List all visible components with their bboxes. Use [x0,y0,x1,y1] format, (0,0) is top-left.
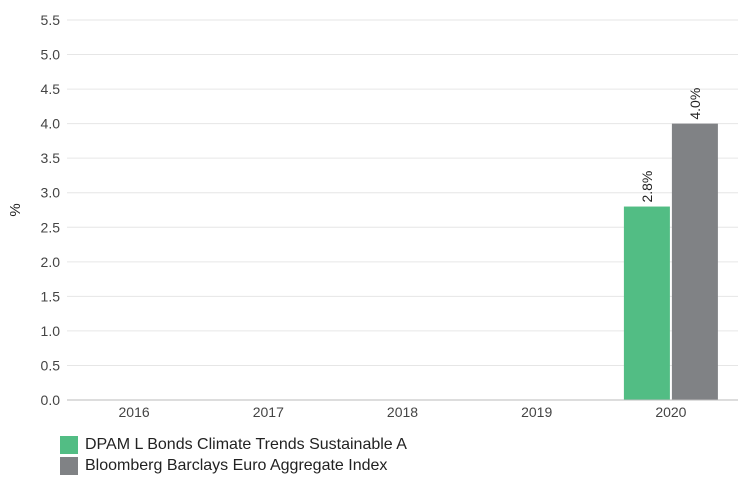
y-tick-label: 5.5 [41,12,61,28]
y-tick-label: 0.5 [41,357,61,373]
y-tick-label: 1.5 [41,288,61,304]
data-label: 4.0% [687,88,703,120]
x-tick-label: 2019 [521,404,552,420]
legend-item-index[interactable]: Bloomberg Barclays Euro Aggregate Index [60,455,407,476]
gridlines [67,19,738,366]
bar[interactable] [671,123,718,401]
x-tick-label: 2018 [387,404,418,420]
legend: DPAM L Bonds Climate Trends Sustainable … [60,434,407,476]
y-tick-label: 3.0 [41,185,61,201]
y-tick-label: 5.0 [41,47,61,63]
data-label: 2.8% [639,171,655,203]
y-tick-label: 2.0 [41,254,61,270]
y-tick-label: 0.0 [41,392,61,408]
y-axis-ticks: 0.0 0.5 1.0 1.5 2.0 2.5 3.0 3.5 4.0 4.5 5.0 5.5 [41,12,61,408]
legend-label-index: Bloomberg Barclays Euro Aggregate Index [85,456,388,474]
x-tick-label: 2017 [253,404,284,420]
legend-item-fund[interactable]: DPAM L Bonds Climate Trends Sustainable … [60,434,407,455]
y-tick-label: 4.5 [41,81,61,97]
y-tick-label: 4.0 [41,116,61,132]
legend-swatch-index [60,456,78,475]
legend-swatch-fund [60,435,78,454]
y-tick-label: 2.5 [41,219,61,235]
y-axis-label: % [7,203,24,216]
bar[interactable] [623,206,670,400]
x-axis-ticks: 2016 2017 2018 2019 2020 [119,404,687,420]
y-tick-label: 1.0 [41,323,61,339]
x-tick-label: 2016 [119,404,150,420]
bars: 2.8% 4.0% [623,88,718,401]
x-tick-label: 2020 [655,404,686,420]
y-tick-label: 3.5 [41,150,61,166]
legend-label-fund: DPAM L Bonds Climate Trends Sustainable … [85,435,407,453]
